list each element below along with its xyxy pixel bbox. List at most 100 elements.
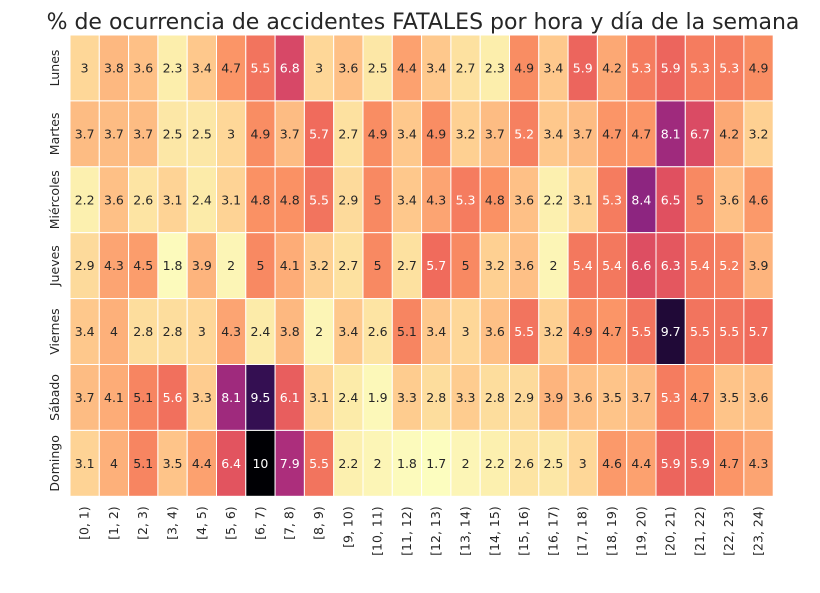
heatmap-cell bbox=[596, 298, 628, 366]
heatmap-cell bbox=[303, 364, 335, 431]
cell-value-label: 6.3 bbox=[661, 258, 681, 273]
heatmap-cell bbox=[421, 429, 452, 497]
cell-value-label: 5.5 bbox=[309, 456, 329, 471]
heatmap-cell bbox=[684, 166, 716, 234]
cell-value-label: 4.8 bbox=[251, 192, 271, 207]
x-tick-label: [13, 14) bbox=[458, 506, 473, 556]
heatmap-cell bbox=[655, 166, 686, 234]
heatmap-cell bbox=[69, 429, 100, 497]
heatmap-cell bbox=[303, 232, 335, 300]
cell-value-label: 5 bbox=[256, 258, 264, 273]
cell-value-label: 6.1 bbox=[280, 390, 300, 405]
heatmap-cell bbox=[362, 232, 393, 300]
cell-value-label: 5.1 bbox=[133, 390, 153, 405]
cell-value-label: 4.9 bbox=[251, 126, 271, 141]
cell-value-label: 2 bbox=[549, 258, 557, 273]
cell-value-label: 3 bbox=[315, 60, 323, 75]
x-tick-label: [8, 9) bbox=[311, 506, 326, 540]
heatmap-cell bbox=[684, 100, 716, 168]
cell-value-label: 2.8 bbox=[163, 324, 183, 339]
cell-value-label: 2.4 bbox=[251, 324, 271, 339]
x-tick-label: [10, 11) bbox=[370, 506, 385, 556]
cell-value-label: 2.3 bbox=[163, 60, 183, 75]
y-tick-label: Miércoles bbox=[47, 170, 62, 229]
cell-value-label: 2.3 bbox=[485, 60, 505, 75]
y-axis-labels: Lunes Martes Miércoles Jueves Viernes Sábado D… bbox=[47, 50, 62, 492]
cell-value-label: 5.3 bbox=[719, 60, 739, 75]
heatmap-cell bbox=[743, 429, 774, 497]
heatmap-cell bbox=[743, 34, 774, 102]
x-tick-label: [19, 20) bbox=[633, 506, 648, 556]
heatmap-cell bbox=[391, 429, 423, 497]
cell-value-label: 5.2 bbox=[719, 258, 739, 273]
cell-value-label: 3.1 bbox=[309, 390, 329, 405]
chart-title: % de ocurrencia de accidentes FATALES po… bbox=[47, 10, 800, 35]
x-tick-label: [16, 17) bbox=[545, 506, 560, 556]
heatmap-cell bbox=[421, 232, 452, 300]
heatmap-cell bbox=[509, 34, 540, 102]
cell-value-label: 3.5 bbox=[602, 390, 622, 405]
cell-value-label: 2.6 bbox=[133, 192, 153, 207]
heatmap-cell bbox=[362, 364, 393, 431]
cell-value-label: 1.9 bbox=[368, 390, 388, 405]
cell-value-label: 5.5 bbox=[719, 324, 739, 339]
cell-value-label: 5.3 bbox=[631, 60, 651, 75]
cell-value-label: 6.8 bbox=[280, 60, 300, 75]
heatmap-cell bbox=[245, 429, 276, 497]
heatmap-cell bbox=[567, 364, 598, 431]
cell-value-label: 4.3 bbox=[104, 258, 124, 273]
heatmap-cell bbox=[274, 298, 305, 366]
cell-value-label: 5.9 bbox=[573, 60, 593, 75]
cell-value-label: 6.4 bbox=[221, 456, 241, 471]
cell-value-label: 4.9 bbox=[749, 60, 769, 75]
heatmap-cell bbox=[450, 34, 481, 102]
cell-value-label: 5.7 bbox=[309, 126, 329, 141]
cell-value-label: 5.5 bbox=[251, 60, 271, 75]
cell-value-label: 5 bbox=[374, 258, 382, 273]
cell-value-label: 3.1 bbox=[221, 192, 241, 207]
heatmap-cell bbox=[509, 166, 540, 234]
cell-value-label: 5.9 bbox=[661, 60, 681, 75]
heatmap-cell bbox=[509, 298, 540, 366]
heatmap-cell bbox=[626, 298, 657, 366]
x-tick-label: [4, 5) bbox=[194, 506, 209, 540]
heatmap-cell bbox=[69, 364, 100, 431]
cell-value-label: 1.7 bbox=[426, 456, 446, 471]
cell-value-label: 5 bbox=[462, 258, 470, 273]
cell-value-label: 3.4 bbox=[544, 126, 564, 141]
y-tick-label: Domingo bbox=[47, 435, 62, 491]
heatmap-cell bbox=[714, 298, 745, 366]
heatmap-cell bbox=[596, 232, 628, 300]
heatmap-cell bbox=[245, 100, 276, 168]
heatmap-cell bbox=[128, 100, 159, 168]
cell-value-label: 4.5 bbox=[133, 258, 153, 273]
cell-value-label: 5.5 bbox=[690, 324, 710, 339]
cell-value-label: 4.2 bbox=[602, 60, 622, 75]
cell-value-label: 3.4 bbox=[338, 324, 358, 339]
cell-value-label: 5.7 bbox=[749, 324, 769, 339]
cell-value-label: 3.3 bbox=[397, 390, 417, 405]
cell-value-label: 3.2 bbox=[485, 258, 505, 273]
cell-value-label: 3.2 bbox=[544, 324, 564, 339]
x-tick-label: [6, 7) bbox=[252, 506, 267, 540]
cell-value-label: 3.1 bbox=[573, 192, 593, 207]
cell-value-label: 4.3 bbox=[426, 192, 446, 207]
cell-value-label: 3.7 bbox=[573, 126, 593, 141]
cell-value-label: 4.4 bbox=[631, 456, 651, 471]
cell-value-label: 2.6 bbox=[368, 324, 388, 339]
heatmap-cell bbox=[684, 364, 716, 431]
heatmap-cell bbox=[128, 166, 159, 234]
cell-value-label: 3.6 bbox=[749, 390, 769, 405]
cell-value-label: 6.6 bbox=[631, 258, 651, 273]
cell-value-label: 5.4 bbox=[573, 258, 593, 273]
cell-value-label: 3.4 bbox=[426, 60, 446, 75]
cell-value-label: 5.4 bbox=[602, 258, 622, 273]
x-tick-label: [0, 1) bbox=[77, 506, 92, 540]
heatmap-cell bbox=[684, 298, 716, 366]
heatmap-cell bbox=[684, 429, 716, 497]
cell-value-label: 2.8 bbox=[426, 390, 446, 405]
heatmap-cell bbox=[391, 34, 423, 102]
cell-value-label: 3.7 bbox=[75, 126, 95, 141]
heatmap-cell bbox=[714, 232, 745, 300]
